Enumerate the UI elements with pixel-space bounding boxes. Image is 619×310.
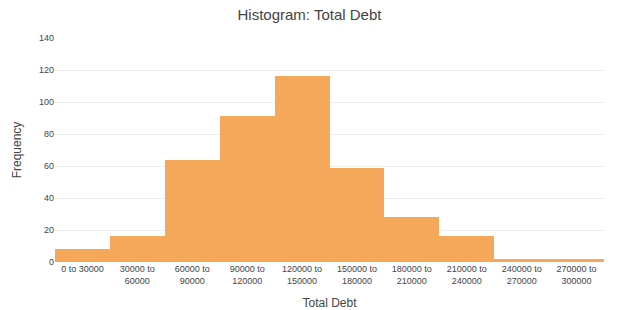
svg-text:80: 80 [44,129,54,139]
svg-text:20: 20 [44,225,54,235]
svg-text:40: 40 [44,193,54,203]
svg-text:120: 120 [39,65,54,75]
svg-text:30000 to60000: 30000 to60000 [120,264,155,286]
svg-text:60: 60 [44,161,54,171]
svg-text:140: 140 [39,33,54,43]
svg-text:180000 to210000: 180000 to210000 [392,264,432,286]
svg-text:150000 to180000: 150000 to180000 [337,264,377,286]
svg-text:120000 to150000: 120000 to150000 [282,264,322,286]
svg-text:90000 to120000: 90000 to120000 [230,264,265,286]
svg-text:100: 100 [39,97,54,107]
svg-text:Histogram: Total Debt: Histogram: Total Debt [238,6,383,23]
svg-text:210000 to240000: 210000 to240000 [447,264,487,286]
svg-text:60000 to90000: 60000 to90000 [175,264,210,286]
svg-text:270000 to300000: 270000 to300000 [557,264,597,286]
svg-text:Total Debt: Total Debt [302,296,357,310]
svg-text:240000 to270000: 240000 to270000 [502,264,542,286]
svg-text:Frequency: Frequency [10,122,24,179]
svg-text:0 to 30000: 0 to 30000 [61,264,104,274]
svg-text:0: 0 [49,257,54,267]
